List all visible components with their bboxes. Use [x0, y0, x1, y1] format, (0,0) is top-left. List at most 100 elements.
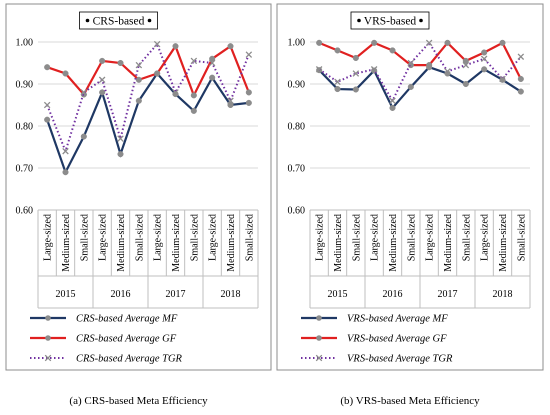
x-tick-label: Medium-sized — [116, 214, 127, 272]
x-tick-label: Medium-sized — [498, 214, 509, 272]
data-point — [517, 88, 524, 95]
data-point — [517, 75, 524, 83]
x-tick-label: Medium-sized — [226, 214, 237, 272]
data-point — [462, 57, 469, 64]
y-tick-label: 1.00 — [288, 38, 306, 49]
data-point — [209, 74, 216, 81]
data-point — [370, 66, 378, 73]
data-point — [316, 39, 323, 46]
data-point — [208, 59, 216, 67]
year-label: 2016 — [383, 289, 403, 300]
data-point — [227, 43, 234, 50]
data-point — [315, 66, 323, 73]
data-point — [499, 39, 506, 46]
data-point — [499, 75, 506, 83]
data-point — [334, 85, 341, 93]
series-2 — [43, 40, 253, 155]
data-point — [407, 59, 415, 67]
data-point — [44, 64, 51, 71]
y-tick-label: 0.70 — [16, 164, 34, 175]
legend-marker — [316, 315, 322, 321]
data-point — [444, 68, 451, 75]
y-tick-label: 1.00 — [16, 38, 34, 49]
y-tick-label: 0.80 — [288, 122, 306, 133]
x-tick-label: Small-sized — [79, 214, 90, 261]
x-tick-label: Large-sized — [370, 214, 381, 261]
legend-item: CRS-based Average GF — [30, 334, 177, 345]
year-label: 2017 — [166, 289, 186, 300]
data-point — [117, 135, 124, 142]
data-point — [389, 104, 396, 111]
chart-title: CRS-based — [93, 16, 145, 28]
data-point — [190, 57, 198, 65]
data-point — [462, 61, 470, 69]
series-line — [46, 71, 249, 175]
legend-item: CRS-based Average MF — [30, 314, 178, 325]
y-tick-label: 0.60 — [288, 206, 306, 217]
x-tick-label: Large-sized — [43, 214, 54, 261]
data-point — [99, 89, 106, 96]
legend-label: VRS-based Average TGR — [347, 354, 453, 365]
x-tick-label: Small-sized — [516, 214, 527, 261]
title-bullet — [419, 18, 423, 23]
data-point — [481, 49, 488, 56]
legend-label: VRS-based Average GF — [347, 334, 447, 345]
data-point — [407, 83, 414, 90]
series-line — [318, 65, 522, 110]
chart-title-box — [350, 11, 430, 30]
x-tick-label: Large-sized — [153, 214, 164, 261]
data-point — [172, 43, 179, 50]
y-tick-label: 0.80 — [16, 122, 34, 133]
y-tick-label: 0.70 — [288, 164, 306, 175]
x-tick-label: Large-sized — [98, 214, 109, 261]
title-bullet — [147, 18, 152, 23]
x-tick-label: Medium-sized — [333, 214, 344, 272]
data-point — [135, 76, 142, 83]
data-point — [190, 92, 197, 99]
data-point — [352, 54, 359, 62]
x-tick-label: Large-sized — [480, 214, 491, 261]
data-point — [352, 70, 360, 77]
data-point — [245, 89, 252, 96]
chart-title: VRS-based — [364, 16, 417, 28]
data-point — [154, 70, 161, 77]
x-tick-label: Large-sized — [208, 214, 219, 261]
data-point — [245, 99, 252, 106]
legend-label: CRS-based Average GF — [76, 334, 177, 345]
series-1 — [44, 43, 252, 99]
x-tick-label: Medium-sized — [388, 214, 399, 272]
data-point — [43, 101, 51, 109]
x-tick-label: Large-sized — [425, 214, 436, 261]
data-point — [62, 70, 69, 77]
data-point — [135, 61, 143, 69]
chart-panel-crs: 0.60 0.70 0.80 0.90 1.00 Large-sized Medium-si… — [5, 3, 272, 407]
data-point — [117, 151, 124, 158]
data-point — [245, 51, 253, 58]
data-point — [227, 97, 234, 105]
legend-marker — [44, 354, 52, 362]
data-point — [227, 101, 234, 109]
legend-marker — [45, 315, 51, 321]
data-point — [517, 53, 525, 60]
year-label: 2017 — [438, 289, 458, 300]
data-point — [172, 89, 179, 96]
data-point — [462, 80, 469, 88]
figure-caption: (a) CRS-based Meta Efficiency — [69, 395, 208, 407]
series-line — [318, 41, 522, 80]
data-point — [190, 107, 197, 114]
y-tick-label: 0.90 — [16, 80, 34, 91]
year-label: 2015 — [56, 289, 76, 300]
y-tick-label: 0.60 — [16, 206, 34, 217]
x-tick-label: Medium-sized — [61, 214, 72, 272]
year-label: 2015 — [328, 289, 348, 300]
x-tick-label: Small-sized — [244, 214, 255, 261]
data-point — [62, 147, 69, 155]
legend-label: CRS-based Average MF — [76, 314, 178, 325]
legend-item: CRS-based Average TGR — [30, 354, 183, 365]
data-point — [426, 62, 433, 69]
chart-panel-vrs: 0.60 0.70 0.80 0.90 1.00 Large-sized Medium-si… — [276, 3, 544, 407]
data-point — [444, 39, 451, 46]
data-point — [135, 97, 142, 104]
data-point — [62, 169, 69, 176]
data-point — [334, 78, 341, 86]
